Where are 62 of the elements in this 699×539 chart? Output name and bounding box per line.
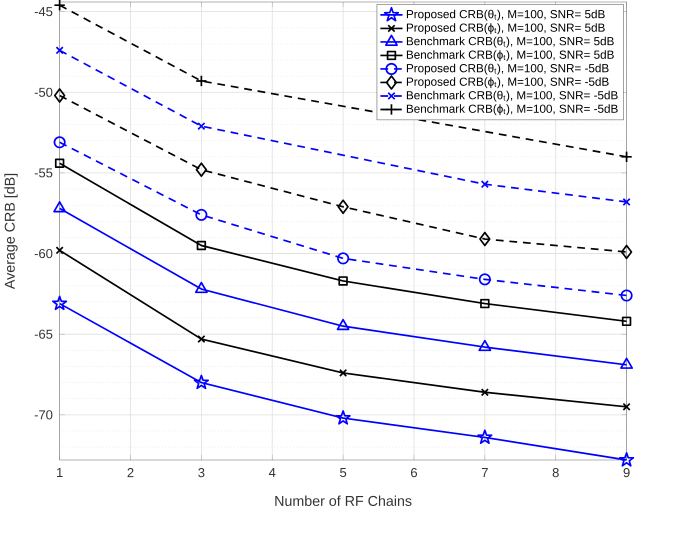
point — [54, 88, 66, 104]
y-tick-label: -65 — [34, 330, 52, 339]
x-tick-label: 8 — [552, 468, 559, 478]
x-tick-label: 1 — [57, 468, 63, 478]
x-tick-label: 3 — [198, 468, 204, 478]
point — [337, 252, 350, 265]
point — [337, 200, 349, 214]
point — [480, 388, 489, 397]
point — [622, 316, 632, 326]
point — [480, 180, 489, 188]
x-tick-label: 2 — [128, 468, 134, 478]
legend-label: Proposed CRB(θ$_{t}$), M=100, SNR= 5dB — [406, 10, 605, 21]
point — [620, 290, 633, 302]
legend-label: Benchmark CRB(θ$_{t}$), M=100, SNR= -5dB — [406, 90, 618, 102]
point — [197, 122, 206, 130]
point — [53, 201, 66, 213]
legend-label: Benchmark CRB(ϕ$_{t}$), M=100, SNR= -5dB — [406, 104, 618, 116]
point — [478, 274, 491, 286]
x-tick-label: 5 — [340, 468, 346, 478]
y-tick-label: -50 — [34, 88, 52, 98]
y-tick-label: -60 — [34, 249, 52, 258]
point — [194, 374, 209, 390]
legend-label: Proposed CRB(θ$_{t}$), M=100, SNR= -5dB — [406, 64, 609, 75]
legend-label: Benchmark CRB(ϕ$_{t}$), M=100, SNR= 5dB — [406, 50, 614, 62]
point — [620, 244, 632, 260]
point — [479, 232, 491, 247]
point — [338, 276, 348, 286]
point — [618, 452, 634, 467]
point — [195, 209, 208, 222]
point — [54, 0, 66, 12]
y-axis-title: Average CRB [dB] — [4, 174, 18, 290]
x-tick-label: 9 — [624, 468, 630, 478]
point — [339, 369, 348, 378]
legend-label: Proposed CRB(ϕ$_{t}$), M=100, SNR= 5dB — [406, 23, 605, 34]
point — [197, 335, 206, 344]
point — [335, 410, 351, 425]
point — [195, 75, 208, 88]
legend-label: Proposed CRB(ϕ$_{t}$), M=100, SNR= -5dB — [406, 77, 609, 88]
point — [336, 319, 350, 330]
y-tick-label: -55 — [34, 168, 52, 178]
y-tick-label: -70 — [34, 410, 52, 420]
point — [622, 198, 631, 206]
legend-label: Benchmark CRB(θ$_{t}$), M=100, SNR= 5dB — [406, 36, 614, 48]
point — [56, 246, 64, 255]
x-tick-label: 4 — [268, 468, 276, 478]
point — [480, 299, 490, 308]
point — [478, 340, 492, 352]
y-tick-label: -45 — [34, 7, 52, 16]
point — [56, 46, 64, 55]
point — [622, 402, 631, 412]
x-tick-label: 6 — [411, 468, 418, 478]
point — [196, 240, 206, 250]
point — [196, 162, 208, 178]
point — [620, 358, 634, 370]
x-tick-label: 7 — [482, 468, 488, 478]
point — [477, 430, 492, 444]
point — [54, 158, 64, 168]
point — [194, 282, 208, 294]
point — [52, 296, 68, 310]
point — [620, 150, 633, 164]
x-axis-title: Number of RF Chains — [275, 496, 412, 506]
point — [54, 136, 66, 148]
